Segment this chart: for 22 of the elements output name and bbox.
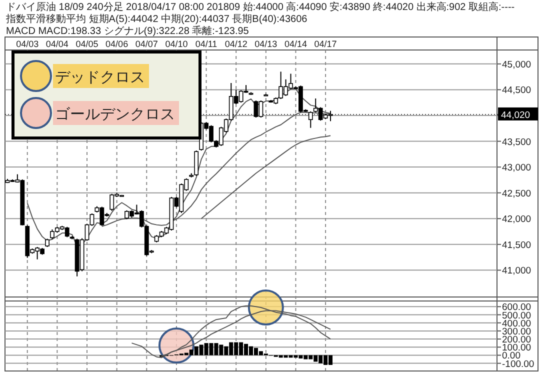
xtick: 04/04 <box>46 39 68 49</box>
xtick: 04/14 <box>284 39 307 49</box>
ytick: 41,000 <box>502 266 532 277</box>
xtick: 04/10 <box>165 39 188 49</box>
ytick: 45,000 <box>502 59 532 70</box>
ytick: 42,500 <box>502 188 532 200</box>
xtick: 04/03 <box>16 39 39 49</box>
xtick: 04/17 <box>314 39 337 49</box>
legend-label: ゴールデンクロス <box>55 106 175 123</box>
xtick: 04/13 <box>254 39 278 49</box>
xtick: 04/11 <box>195 39 218 49</box>
ytick: 41,500 <box>502 240 532 251</box>
xtick: 04/05 <box>76 39 98 49</box>
xtick: 04/06 <box>106 39 128 49</box>
xtick: 04/12 <box>224 39 248 49</box>
xtick: 04/07 <box>135 39 158 49</box>
ytick: 43,500 <box>502 136 532 148</box>
ref-label: 44,020 <box>501 110 530 121</box>
legend-label: デッドクロス <box>55 69 145 86</box>
ytick: 43,000 <box>502 162 532 174</box>
ytick: 44,500 <box>502 85 532 96</box>
ytick: 42,000 <box>502 214 532 226</box>
